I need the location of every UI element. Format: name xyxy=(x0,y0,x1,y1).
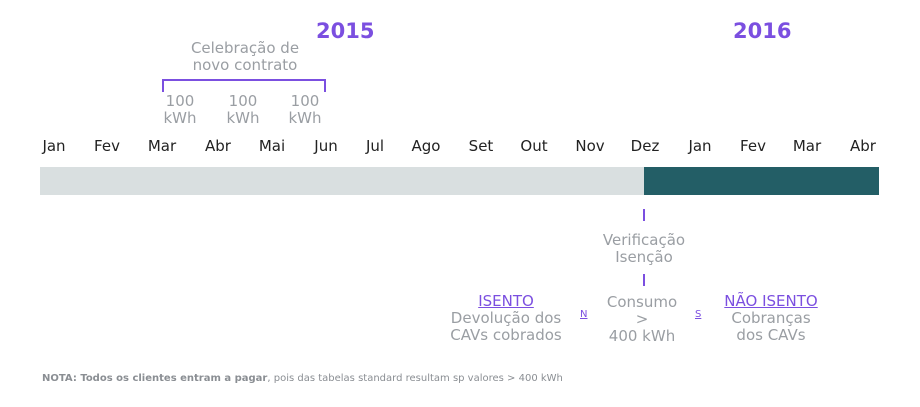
reading-unit: kWh xyxy=(288,109,322,127)
reading-unit: kWh xyxy=(226,109,260,127)
contract-title-line1: Celebração de xyxy=(190,39,300,57)
month-label: Abr xyxy=(205,137,231,155)
reading-value: 100 xyxy=(228,92,258,110)
month-label: Abr xyxy=(850,137,876,155)
month-label: Mai xyxy=(258,137,286,155)
branch-no-label: N xyxy=(580,309,588,320)
branch-yes-label: S xyxy=(695,309,702,320)
footnote: NOTA: Todos os clientes entram a pagar, … xyxy=(42,373,563,384)
month-label: Jan xyxy=(42,137,66,155)
verification-label: Verificação Isenção xyxy=(584,232,704,266)
branch-no-title: ISENTO xyxy=(478,292,534,310)
month-label: Jan xyxy=(688,137,712,155)
month-label: Jul xyxy=(365,137,385,155)
reading-3: 100 kWh xyxy=(283,93,327,127)
branch-yes-title: NÃO ISENTO xyxy=(724,292,818,310)
month-label: Mar xyxy=(147,137,177,155)
month-label: Jun xyxy=(314,137,338,155)
branch-no-line2: CAVs cobrados xyxy=(450,326,562,344)
reading-unit: kWh xyxy=(163,109,197,127)
branch-yes: NÃO ISENTO Cobranças dos CAVs xyxy=(716,292,826,344)
timeline-bar-2015 xyxy=(40,167,644,195)
month-label: Out xyxy=(520,137,548,155)
month-label: Fev xyxy=(94,137,120,155)
month-label: Dez xyxy=(630,137,660,155)
month-label: Set xyxy=(468,137,494,155)
reading-value: 100 xyxy=(165,92,195,110)
consumption-label: Consumo > 400 kWh xyxy=(592,294,692,345)
branch-yes-line1: Cobranças xyxy=(731,309,811,327)
timeline-bar-2016 xyxy=(644,167,879,195)
branch-no: ISENTO Devolução dos CAVs cobrados xyxy=(444,292,568,344)
footnote-rest: , pois das tabelas standard resultam sp … xyxy=(267,373,563,384)
reading-1: 100 kWh xyxy=(158,93,202,127)
month-label: Nov xyxy=(575,137,605,155)
month-label: Fev xyxy=(740,137,766,155)
consumption-line3: 400 kWh xyxy=(608,327,676,345)
footnote-bold: NOTA: Todos os clientes entram a pagar xyxy=(42,373,268,384)
contract-bracket xyxy=(162,79,326,92)
contract-title: Celebração de novo contrato xyxy=(180,40,310,74)
connector-tick xyxy=(643,274,645,286)
consumption-line1: Consumo xyxy=(606,293,678,311)
branch-no-line1: Devolução dos xyxy=(450,309,562,327)
consumption-line2: > xyxy=(635,310,649,328)
reading-value: 100 xyxy=(290,92,320,110)
verification-line1: Verificação xyxy=(602,231,686,249)
verification-line2: Isenção xyxy=(615,248,673,266)
connector-tick xyxy=(643,209,645,221)
reading-2: 100 kWh xyxy=(221,93,265,127)
month-label: Mar xyxy=(792,137,822,155)
month-label: Ago xyxy=(411,137,441,155)
year-2016: 2016 xyxy=(733,19,792,43)
contract-title-line2: novo contrato xyxy=(192,56,298,74)
branch-yes-line2: dos CAVs xyxy=(736,326,806,344)
year-2015: 2015 xyxy=(316,19,375,43)
